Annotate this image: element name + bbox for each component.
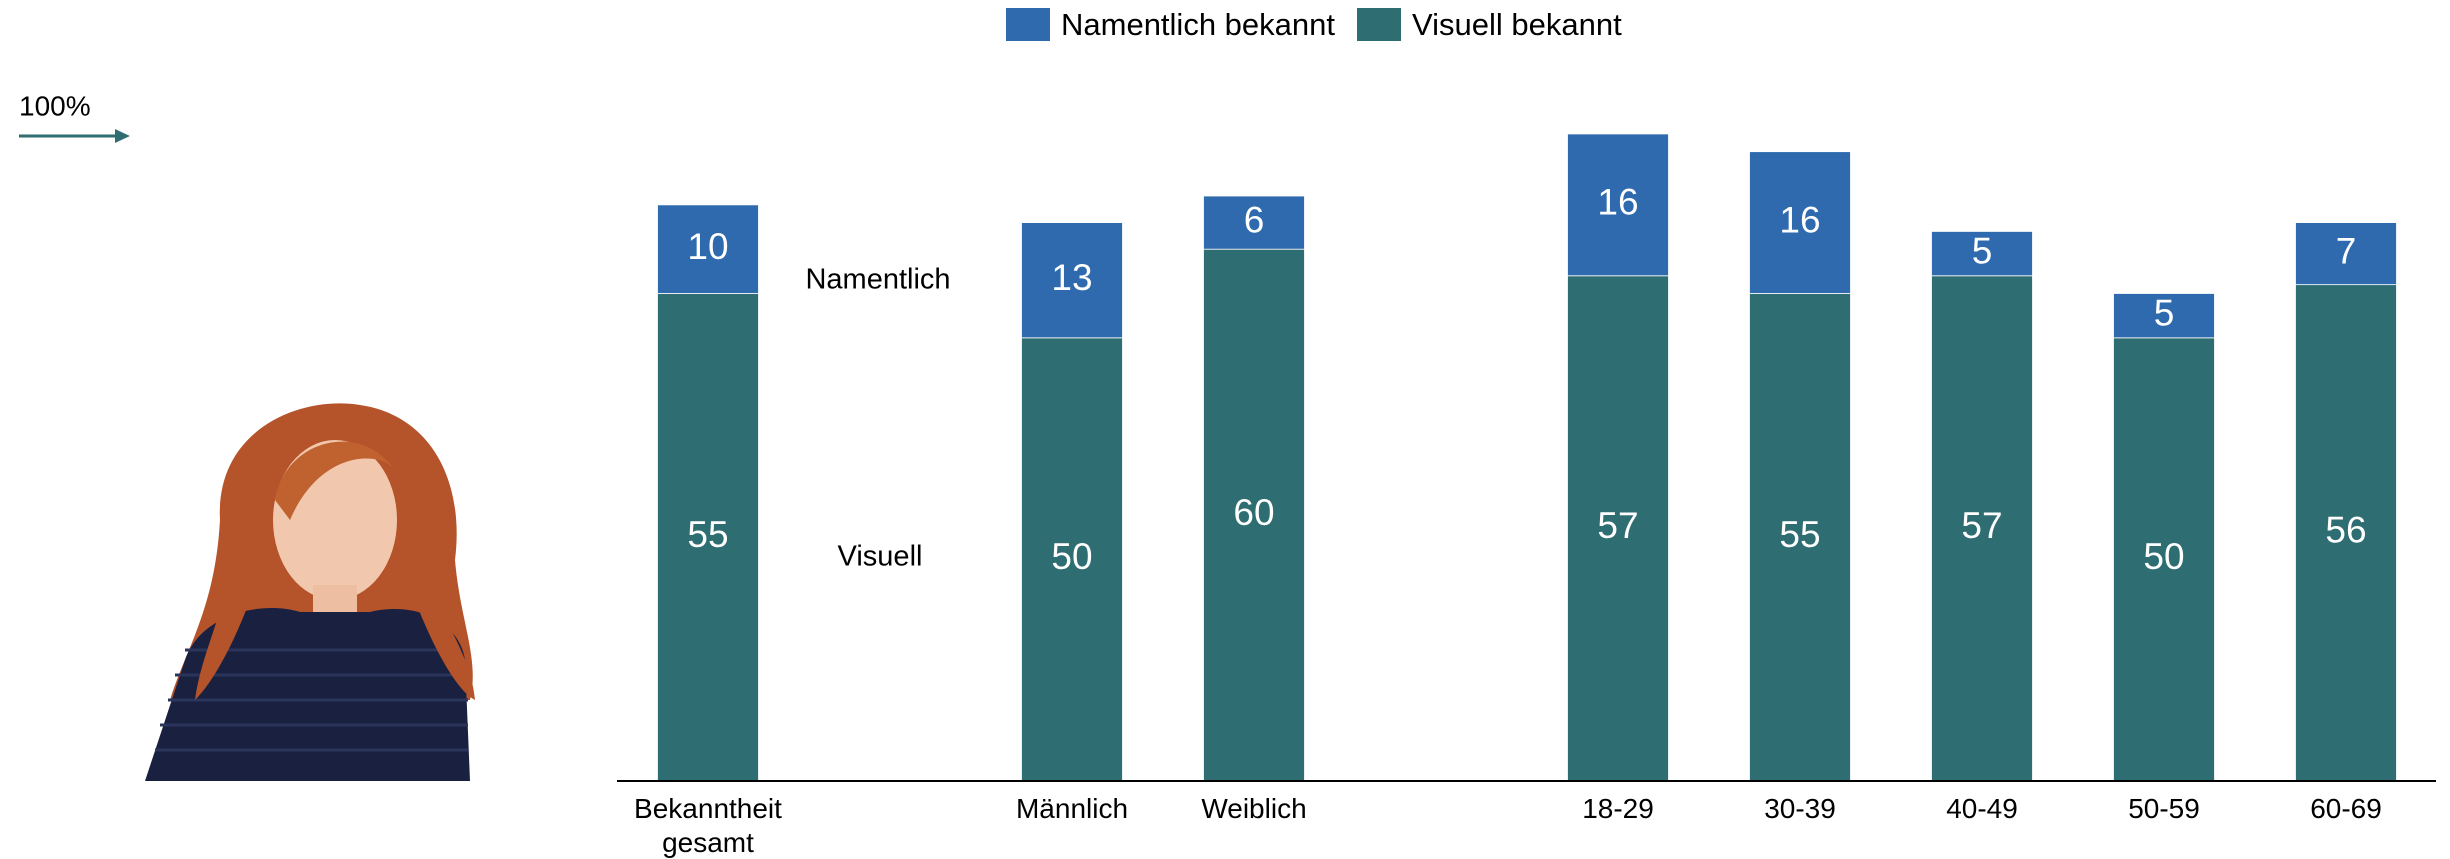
value-label: 6 [1244, 199, 1265, 240]
value-label: 56 [2325, 510, 2366, 551]
value-label: 7 [2336, 230, 2357, 271]
legend-swatch [1006, 8, 1050, 41]
x-tick-label: 18-29 [1528, 792, 1708, 826]
x-tick-label: 60-69 [2256, 792, 2436, 826]
chart: 100% Namentlich Visuell Namentlich bekan… [0, 0, 2450, 859]
value-label: 57 [1961, 505, 2002, 546]
legend-label: Visuell bekannt [1412, 7, 1622, 42]
value-label: 50 [2143, 536, 2184, 577]
page: 100% Namentlich Visuell Namentlich bekan… [0, 0, 2450, 859]
value-label: 57 [1597, 505, 1638, 546]
value-label: 16 [1779, 199, 1820, 240]
x-tick-label: Bekanntheit gesamt [618, 792, 798, 859]
arrow-head [115, 129, 130, 143]
annotation: 100% [19, 90, 91, 121]
x-tick-label: Männlich [982, 792, 1162, 826]
annotation: Namentlich [805, 264, 950, 296]
x-tick-label: 30-39 [1710, 792, 1890, 826]
value-label: 10 [687, 226, 728, 267]
value-label: 16 [1597, 182, 1638, 223]
legend-swatch [1357, 8, 1401, 41]
legend-label: Namentlich bekannt [1061, 7, 1335, 42]
value-label: 55 [1779, 514, 1820, 555]
annotation: Visuell [838, 541, 923, 573]
value-label: 60 [1233, 492, 1274, 533]
x-tick-label: 40-49 [1892, 792, 2072, 826]
value-label: 5 [1972, 230, 1993, 271]
x-tick-label: 50-59 [2074, 792, 2254, 826]
portrait [145, 403, 475, 781]
value-label: 55 [687, 514, 728, 555]
value-label: 13 [1051, 257, 1092, 298]
value-label: 5 [2154, 292, 2175, 333]
x-tick-label: Weiblich [1164, 792, 1344, 826]
value-label: 50 [1051, 536, 1092, 577]
